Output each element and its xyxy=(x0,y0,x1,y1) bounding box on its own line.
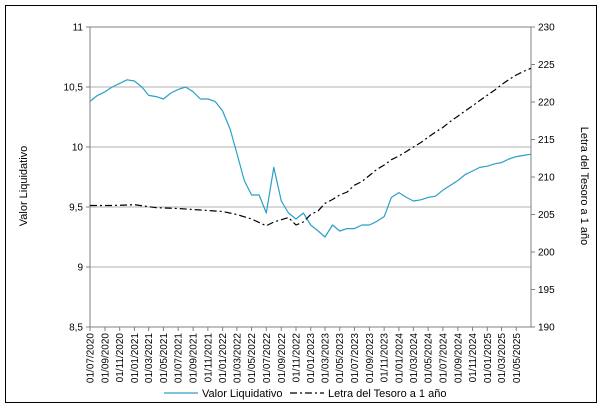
x-tick-label: 01/01/2025 xyxy=(483,333,494,383)
right-tick-label: 230 xyxy=(538,23,555,34)
left-tick-label: 10 xyxy=(72,143,84,154)
x-tick-label: 01/07/2023 xyxy=(350,333,361,383)
x-tick-label: 01/01/2024 xyxy=(394,333,405,383)
x-tick-label: 01/03/2024 xyxy=(409,333,420,383)
gridlines xyxy=(90,26,531,328)
x-tick-label: 01/07/2021 xyxy=(174,333,185,383)
left-tick-label: 9 xyxy=(77,263,83,274)
x-tick-label: 01/03/2021 xyxy=(144,333,155,383)
x-tick-label: 01/11/2022 xyxy=(292,333,303,383)
x-tick-label: 01/09/2024 xyxy=(453,333,464,383)
x-tick-label: 01/01/2021 xyxy=(130,333,141,383)
right-tick-label: 200 xyxy=(538,248,555,259)
right-tick-label: 220 xyxy=(538,98,555,109)
x-tick-label: 01/11/2020 xyxy=(115,333,126,383)
x-axis-ticks: 01/07/2020 01/09/2020 01/11/2020 01/01/2021… xyxy=(86,327,523,383)
legend-label-valor-liquidativo: Valor Liquidativo xyxy=(202,388,283,400)
x-tick-label: 01/07/2020 xyxy=(86,333,97,383)
line-chart: 8,5 9 9,5 10 10,5 11 190 195 200 205 210 215 220 225… xyxy=(18,23,590,401)
series-lines xyxy=(89,67,532,238)
right-tick-label: 210 xyxy=(538,173,555,184)
x-tick-label: 01/11/2024 xyxy=(468,333,479,383)
left-tick-label: 8,5 xyxy=(69,323,83,334)
x-tick-label: 01/03/2025 xyxy=(497,333,508,383)
x-tick-label: 01/11/2021 xyxy=(203,333,214,383)
right-tick-label: 190 xyxy=(538,323,555,334)
left-tick-label: 10,5 xyxy=(64,83,84,94)
x-tick-label: 01/01/2023 xyxy=(306,333,317,383)
x-tick-label: 01/05/2024 xyxy=(424,333,435,383)
right-tick-label: 205 xyxy=(538,210,555,221)
x-tick-label: 01/01/2022 xyxy=(218,333,229,383)
left-tick-label: 11 xyxy=(73,23,84,34)
left-axis-ticks: 8,5 9 9,5 10 10,5 11 xyxy=(64,23,90,334)
x-tick-label: 01/09/2023 xyxy=(365,333,376,383)
x-tick-label: 01/09/2020 xyxy=(100,333,111,383)
legend-label-letra-del-tesoro: Letra del Tesoro a 1 año xyxy=(328,388,446,400)
left-tick-label: 9,5 xyxy=(69,203,83,214)
x-tick-label: 01/09/2022 xyxy=(277,333,288,383)
x-tick-label: 01/05/2021 xyxy=(159,333,170,383)
right-axis-title: Letra del Tesoro a 1 año xyxy=(578,127,590,245)
legend: Valor Liquidativo Letra del Tesoro a 1 a… xyxy=(164,388,446,400)
x-tick-label: 01/07/2022 xyxy=(262,333,273,383)
x-tick-label: 01/09/2021 xyxy=(189,333,200,383)
right-tick-label: 225 xyxy=(538,60,555,71)
chart-frame: 8,5 9 9,5 10 10,5 11 190 195 200 205 210 215 220 225… xyxy=(5,5,597,403)
x-tick-label: 01/03/2023 xyxy=(320,333,331,383)
x-tick-label: 01/11/2023 xyxy=(380,333,391,383)
left-axis-title: Valor Liquidativo xyxy=(18,146,30,227)
plot-area xyxy=(89,26,532,328)
right-axis-ticks: 190 195 200 205 210 215 220 225 230 xyxy=(531,23,555,334)
x-tick-label: 01/07/2024 xyxy=(438,333,449,383)
x-tick-label: 01/05/2025 xyxy=(512,333,523,383)
right-tick-label: 195 xyxy=(538,285,555,296)
series-line-valor-liquidativo xyxy=(89,79,532,238)
x-tick-label: 01/05/2023 xyxy=(335,333,346,383)
series-line-letra-del-tesoro xyxy=(90,67,532,227)
right-tick-label: 215 xyxy=(538,135,555,146)
x-tick-label: 01/03/2022 xyxy=(232,333,243,383)
x-tick-label: 01/05/2022 xyxy=(247,333,258,383)
